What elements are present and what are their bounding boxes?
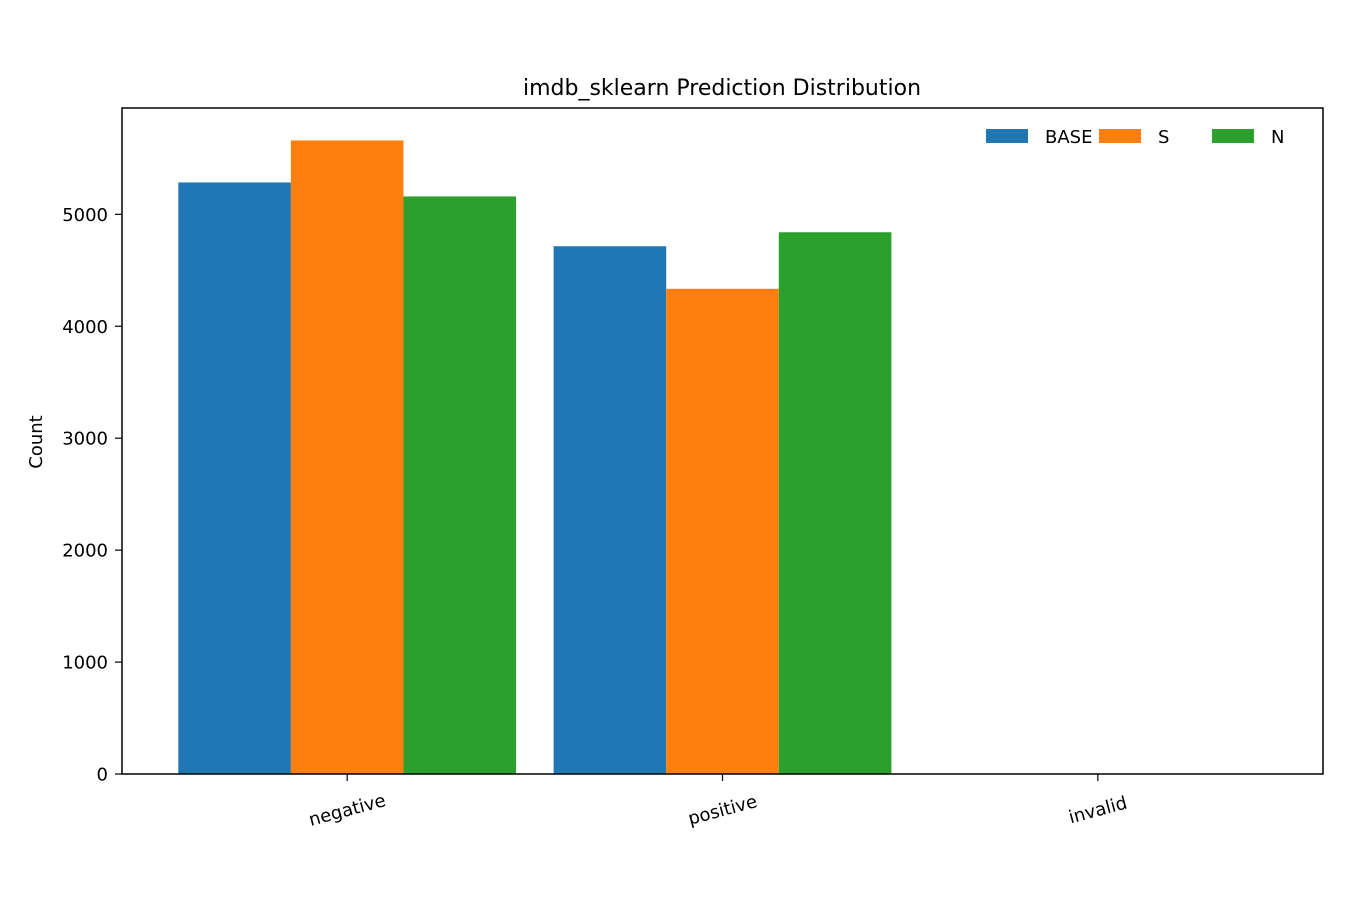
- legend-label-base: BASE: [1045, 127, 1092, 148]
- x-tick-label-invalid: invalid: [1066, 793, 1129, 829]
- chart-title: imdb_sklearn Prediction Distribution: [523, 76, 921, 101]
- x-tick-label-negative: negative: [307, 790, 388, 831]
- bar-s-positive: [666, 288, 779, 774]
- bar-base-positive: [553, 246, 667, 775]
- x-tick-label-positive: positive: [686, 791, 760, 830]
- legend-swatch-n: [1212, 129, 1254, 143]
- y-axis-label: Count: [26, 415, 47, 468]
- y-tick-label: 2000: [62, 541, 108, 562]
- y-axis-ticks: 0 1000 2000 3000 4000 5000: [62, 205, 122, 786]
- bars-group: [178, 140, 892, 775]
- y-tick-label: 0: [97, 765, 108, 786]
- legend-swatch-s: [1099, 129, 1141, 143]
- bar-base-negative: [178, 182, 291, 774]
- legend: BASE S N: [986, 127, 1284, 148]
- y-tick-label: 4000: [62, 317, 108, 338]
- bar-s-negative: [290, 140, 404, 774]
- x-axis-ticks: negative positive invalid: [307, 774, 1129, 831]
- legend-swatch-base: [986, 129, 1028, 143]
- legend-label-n: N: [1271, 127, 1284, 148]
- bar-n-negative: [403, 196, 517, 775]
- y-tick-label: 5000: [62, 205, 108, 226]
- legend-label-s: S: [1158, 127, 1169, 148]
- bar-n-positive: [778, 232, 892, 775]
- y-tick-label: 1000: [62, 653, 108, 674]
- y-tick-label: 3000: [62, 429, 108, 450]
- plot-area-frame: [121, 107, 1324, 775]
